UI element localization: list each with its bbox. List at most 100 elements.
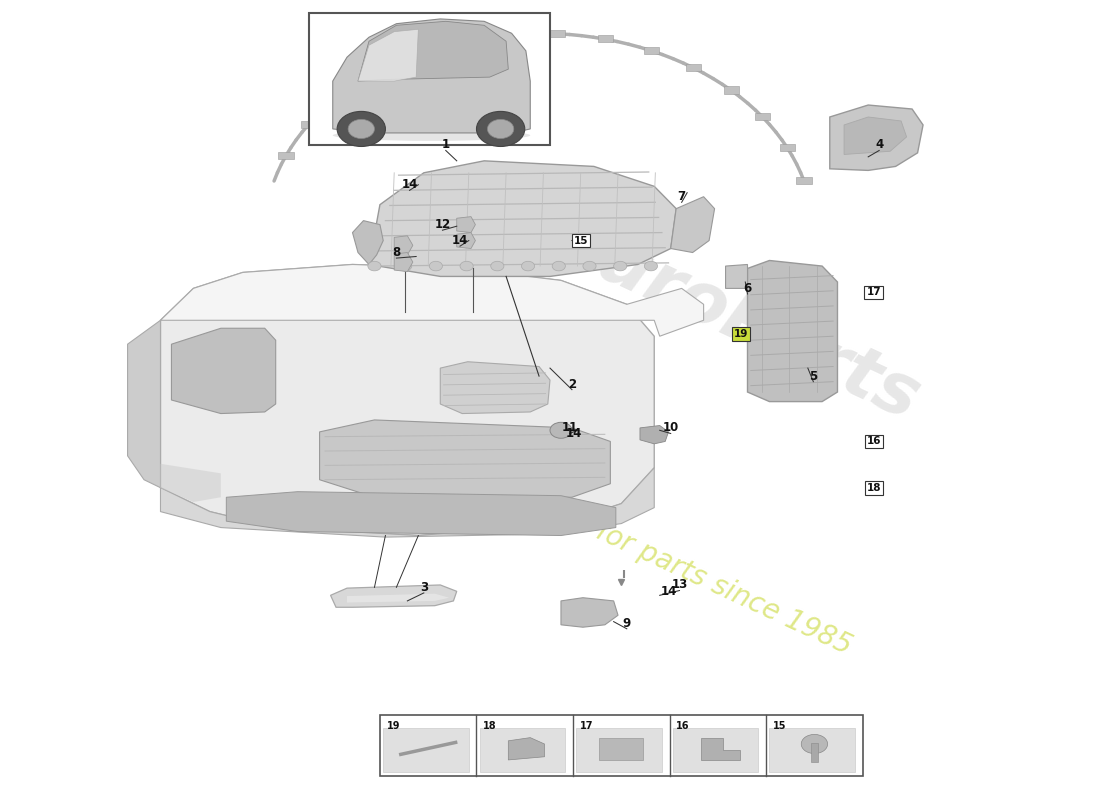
Text: 18: 18 bbox=[483, 722, 497, 731]
Point bbox=[801, 363, 814, 373]
Text: 15: 15 bbox=[772, 722, 786, 731]
Circle shape bbox=[550, 422, 572, 438]
Bar bbox=[769, 728, 855, 771]
Polygon shape bbox=[644, 46, 659, 54]
Text: 3: 3 bbox=[420, 581, 428, 594]
Line: 2 pts: 2 pts bbox=[572, 241, 581, 245]
Point bbox=[675, 198, 689, 207]
Line: 2 pts: 2 pts bbox=[409, 185, 418, 190]
Polygon shape bbox=[331, 585, 456, 607]
Text: 5: 5 bbox=[810, 370, 817, 382]
Circle shape bbox=[337, 111, 385, 146]
Point bbox=[411, 180, 425, 190]
Circle shape bbox=[801, 734, 827, 754]
Polygon shape bbox=[671, 197, 715, 253]
Point bbox=[439, 146, 452, 155]
Point bbox=[394, 750, 407, 759]
Text: 10: 10 bbox=[662, 422, 679, 434]
Point bbox=[565, 385, 579, 394]
Text: 6: 6 bbox=[744, 282, 751, 295]
Circle shape bbox=[614, 262, 627, 271]
Text: 14: 14 bbox=[660, 585, 676, 598]
Circle shape bbox=[491, 262, 504, 271]
Point bbox=[664, 429, 678, 438]
Polygon shape bbox=[368, 161, 676, 277]
Polygon shape bbox=[796, 177, 812, 184]
Point bbox=[861, 152, 875, 162]
Point bbox=[653, 590, 667, 600]
Point bbox=[403, 186, 416, 195]
Polygon shape bbox=[346, 594, 449, 602]
Circle shape bbox=[552, 262, 565, 271]
Line: 2 pts: 2 pts bbox=[746, 282, 748, 294]
Polygon shape bbox=[500, 30, 516, 38]
Point bbox=[739, 278, 752, 287]
Point bbox=[400, 596, 414, 606]
Line: 2 pts: 2 pts bbox=[570, 430, 578, 434]
Point bbox=[571, 426, 584, 435]
Bar bbox=[576, 728, 662, 771]
Line: 2 pts: 2 pts bbox=[446, 150, 456, 161]
Circle shape bbox=[487, 119, 514, 138]
Polygon shape bbox=[358, 30, 418, 81]
Text: 16: 16 bbox=[867, 437, 881, 446]
Polygon shape bbox=[394, 253, 412, 272]
Line: 2 pts: 2 pts bbox=[660, 430, 671, 434]
Polygon shape bbox=[686, 64, 702, 71]
Point bbox=[565, 236, 579, 246]
Polygon shape bbox=[366, 69, 382, 76]
Point bbox=[436, 226, 449, 235]
Text: 14: 14 bbox=[402, 178, 418, 191]
Point bbox=[417, 588, 430, 598]
Polygon shape bbox=[550, 30, 565, 37]
Text: 18: 18 bbox=[867, 482, 881, 493]
Point bbox=[681, 188, 694, 198]
Bar bbox=[383, 728, 469, 771]
Bar bbox=[811, 743, 817, 762]
Point bbox=[453, 242, 466, 251]
Polygon shape bbox=[128, 320, 161, 488]
Line: 2 pts: 2 pts bbox=[868, 150, 879, 157]
Polygon shape bbox=[352, 221, 383, 265]
Polygon shape bbox=[300, 121, 316, 128]
Line: 2 pts: 2 pts bbox=[400, 742, 455, 754]
Point bbox=[563, 429, 576, 438]
Circle shape bbox=[398, 262, 411, 271]
Polygon shape bbox=[640, 426, 669, 444]
Point bbox=[858, 287, 871, 297]
Polygon shape bbox=[161, 265, 704, 336]
Line: 2 pts: 2 pts bbox=[682, 193, 688, 202]
Polygon shape bbox=[724, 86, 739, 94]
Point bbox=[872, 146, 886, 155]
Polygon shape bbox=[332, 19, 530, 133]
Text: 12: 12 bbox=[434, 218, 451, 231]
Text: 11: 11 bbox=[562, 422, 578, 434]
Polygon shape bbox=[456, 217, 475, 233]
Point bbox=[673, 586, 686, 595]
Polygon shape bbox=[278, 152, 294, 159]
Point bbox=[620, 624, 634, 634]
Polygon shape bbox=[172, 328, 276, 414]
Point bbox=[389, 254, 403, 263]
Text: 14: 14 bbox=[452, 234, 469, 247]
Point bbox=[663, 710, 676, 720]
Text: 17: 17 bbox=[580, 722, 593, 731]
Point bbox=[574, 240, 587, 250]
Point bbox=[470, 710, 483, 720]
Circle shape bbox=[429, 262, 442, 271]
Bar bbox=[673, 728, 759, 771]
Text: 15: 15 bbox=[573, 235, 588, 246]
Polygon shape bbox=[844, 117, 906, 154]
Text: 4: 4 bbox=[874, 138, 883, 151]
Line: 2 pts: 2 pts bbox=[550, 368, 572, 390]
Text: 2: 2 bbox=[568, 378, 576, 390]
Text: 7: 7 bbox=[678, 190, 685, 203]
Point bbox=[607, 617, 620, 626]
Line: 2 pts: 2 pts bbox=[865, 292, 873, 298]
Line: 2 pts: 2 pts bbox=[407, 593, 424, 601]
Polygon shape bbox=[726, 265, 748, 288]
Polygon shape bbox=[780, 144, 795, 151]
Point bbox=[653, 426, 667, 435]
Bar bbox=[600, 738, 643, 760]
Circle shape bbox=[348, 119, 374, 138]
